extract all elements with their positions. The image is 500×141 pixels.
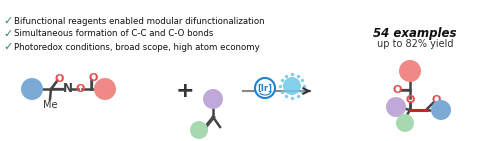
Circle shape [396,114,414,132]
Circle shape [190,121,208,139]
Text: 54 examples: 54 examples [373,27,457,39]
Text: up to 82% yield: up to 82% yield [377,39,453,49]
Text: O: O [76,84,84,94]
Text: O: O [54,74,64,84]
Circle shape [399,60,421,82]
Text: N: N [63,82,73,95]
Text: ✓: ✓ [3,16,13,26]
Text: Simultaneous formation of C-C and C-O bonds: Simultaneous formation of C-C and C-O bo… [14,29,213,38]
Text: +: + [176,81,195,101]
Text: ✓: ✓ [3,29,13,39]
Text: O: O [392,85,402,95]
Circle shape [431,100,451,120]
Circle shape [386,97,406,117]
Circle shape [283,77,301,95]
Text: Photoredox conditions, broad scope, high atom economy: Photoredox conditions, broad scope, high… [14,42,260,51]
Circle shape [21,78,43,100]
Text: [Ir]: [Ir] [258,83,272,92]
Circle shape [94,78,116,100]
Text: Bifunctional reagents enabled modular difunctionalization: Bifunctional reagents enabled modular di… [14,16,264,26]
Circle shape [255,78,275,98]
Text: O: O [406,95,414,105]
Text: ✓: ✓ [3,42,13,52]
Text: O: O [88,73,98,83]
Text: Me: Me [43,100,57,110]
Text: O: O [432,95,440,105]
Circle shape [203,89,223,109]
